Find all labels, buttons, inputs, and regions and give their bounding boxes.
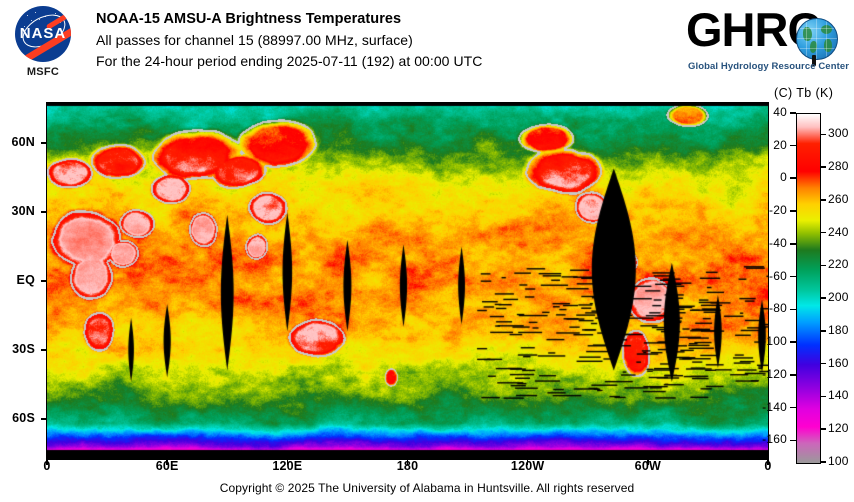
nasa-logo: NASA MSFC — [11, 6, 73, 84]
latitude-tick-label: 60N — [11, 135, 35, 150]
longitude-tick-label: 180 — [396, 459, 419, 473]
colorbar-kelvin-label: 160 — [828, 355, 849, 370]
colorbar-kelvin-label: 280 — [828, 159, 849, 174]
colorbar-kelvin-tick — [820, 330, 826, 332]
page-title: NOAA-15 AMSU-A Brightness Temperatures — [96, 11, 402, 27]
colorbar-celsius-tick — [790, 275, 796, 278]
ghrc-logo: GHRC Global Hydrology Resource Center — [686, 4, 850, 80]
longitude-tick-mark — [767, 459, 769, 465]
colorbar-legend: (C) Tb (K) 300 280 260 240 220 200 180 160 140 12… — [762, 86, 854, 476]
latitude-tick-label: 30N — [11, 204, 35, 219]
colorbar-caption: (C) Tb (K) — [774, 86, 834, 100]
colorbar-celsius-label: 40 — [773, 104, 787, 119]
colorbar-celsius-label: -160 — [762, 432, 787, 447]
colorbar-kelvin-label: 200 — [828, 290, 849, 305]
latitude-tick-label: 60S — [12, 410, 35, 425]
brightness-temperature-map — [46, 102, 769, 460]
colorbar-celsius-tick — [790, 341, 796, 343]
colorbar-kelvin-label: 140 — [828, 388, 849, 403]
colorbar-kelvin-tick — [820, 166, 826, 168]
colorbar-celsius-label: -120 — [762, 366, 787, 381]
colorbar-kelvin-label: 180 — [828, 322, 849, 337]
globe-stand — [812, 55, 816, 66]
latitude-tick-mark — [41, 142, 47, 144]
globe-icon — [796, 18, 838, 60]
colorbar-kelvin-label: 260 — [828, 191, 849, 206]
longitude-tick-mark — [166, 459, 168, 465]
colorbar-gradient — [796, 113, 821, 464]
colorbar-celsius-tick — [790, 374, 796, 376]
subtitle-channel: All passes for channel 15 (88997.00 MHz,… — [96, 32, 413, 48]
colorbar-celsius-tick — [790, 210, 796, 212]
colorbar-celsius-tick — [790, 144, 796, 147]
header-block: NOAA-15 AMSU-A Brightness Temperatures A… — [96, 9, 696, 72]
colorbar-celsius-label: -40 — [769, 235, 787, 250]
colorbar-kelvin-tick — [820, 133, 826, 136]
longitude-tick-label: 60E — [155, 459, 179, 473]
nasa-wordmark: NASA — [19, 25, 67, 42]
colorbar-kelvin-tick — [820, 297, 826, 299]
latitude-tick-mark — [41, 349, 47, 351]
map-raster — [47, 103, 768, 459]
colorbar-celsius-label: -100 — [762, 334, 787, 349]
colorbar-kelvin-tick — [820, 395, 826, 398]
colorbar-kelvin-label: 100 — [828, 454, 849, 468]
colorbar-celsius-label: -140 — [762, 399, 787, 414]
colorbar-celsius-tick — [790, 177, 796, 180]
colorbar-celsius-tick — [790, 439, 796, 442]
colorbar-kelvin-tick — [820, 362, 826, 365]
longitude-tick-label: 0 — [43, 459, 51, 473]
copyright-notice: Copyright © 2025 The University of Alaba… — [219, 481, 635, 495]
longitude-tick-mark — [526, 459, 529, 465]
latitude-axis: 60N 30N EQ 30S 60S — [0, 0, 47, 502]
colorbar-celsius-label: -60 — [769, 268, 787, 283]
subtitle-period: For the 24-hour period ending 2025-07-11… — [96, 53, 483, 69]
colorbar-kelvin-label: 300 — [828, 126, 849, 141]
longitude-tick-label: 60W — [634, 459, 661, 473]
colorbar-celsius-label: 20 — [773, 137, 787, 152]
colorbar-kelvin-tick — [820, 199, 826, 201]
nasa-center-label: MSFC — [26, 66, 60, 78]
longitude-tick-mark — [46, 459, 48, 465]
colorbar-kelvin-tick — [820, 461, 826, 463]
colorbar-kelvin-label: 220 — [828, 257, 849, 272]
colorbar-kelvin-tick — [820, 264, 826, 267]
longitude-tick-mark — [286, 459, 289, 465]
nasa-meatball-icon — [15, 6, 71, 62]
longitude-tick-label: 120W — [510, 459, 545, 473]
latitude-tick-label: 30S — [12, 341, 35, 356]
colorbar-kelvin-tick — [820, 231, 826, 234]
colorbar-celsius-label: -20 — [769, 203, 787, 218]
latitude-tick-mark — [41, 280, 47, 282]
latitude-tick-mark — [41, 211, 47, 213]
colorbar-kelvin-label: 240 — [828, 224, 849, 239]
colorbar-kelvin-tick — [820, 428, 826, 431]
colorbar-celsius-tick — [790, 308, 796, 311]
colorbar-celsius-label: -80 — [769, 301, 787, 316]
colorbar-celsius-tick — [790, 243, 796, 245]
colorbar-celsius-label: 0 — [780, 170, 787, 185]
colorbar-kelvin-label: 120 — [828, 421, 849, 436]
longitude-tick-label: 0 — [764, 459, 772, 473]
ghrc-subtitle: Global Hydrology Resource Center — [688, 61, 850, 72]
colorbar-celsius-tick — [790, 406, 796, 409]
longitude-tick-mark — [647, 459, 649, 465]
latitude-tick-label: EQ — [16, 273, 35, 287]
latitude-tick-mark — [41, 418, 47, 420]
longitude-tick-label: 120E — [272, 459, 303, 473]
colorbar-celsius-tick — [790, 111, 796, 114]
longitude-tick-mark — [406, 459, 409, 465]
